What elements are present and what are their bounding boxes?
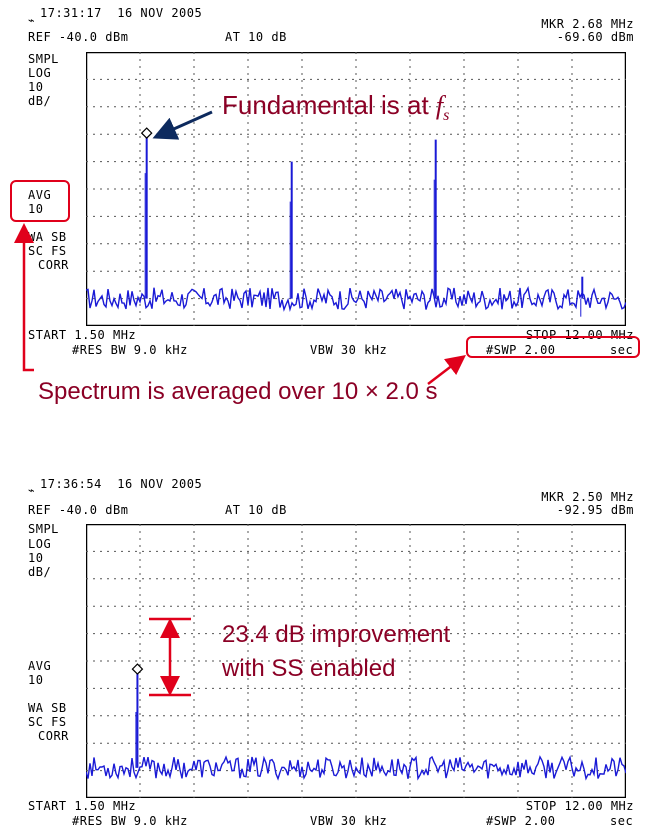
left-label-scale: LOG — [28, 66, 52, 80]
sweep-time: #SWP 2.00 — [486, 814, 556, 828]
annotation-arrows-1 — [13, 110, 466, 385]
left-label-sampling: SMPL — [28, 52, 59, 66]
start-frequency: START 1.50 MHz — [28, 799, 137, 813]
sweep-callout-arrow — [427, 354, 466, 385]
avg-highlight-box — [10, 180, 70, 222]
marker-diamond — [131, 663, 144, 675]
avg-value: 10 — [28, 202, 44, 216]
timestamp: 17:31:17 16 NOV 2005 — [40, 6, 203, 20]
marker-frequency: MKR 2.68 MHz — [541, 17, 634, 31]
stop-frequency: STOP 12.00 MHz — [525, 328, 634, 342]
left-label-scale-unit: dB/ — [28, 565, 52, 579]
fs-symbol: fs — [435, 91, 450, 125]
hp-logo-icon: ⌁ — [28, 14, 35, 27]
start-frequency: START 1.50 MHz — [28, 328, 137, 342]
mode-label-sc-fs: SC FS — [28, 715, 67, 729]
sweep-highlight-box — [466, 336, 640, 358]
fundamental-annotation-text: Fundamental is at — [222, 90, 429, 120]
stop-frequency: STOP 12.00 MHz — [525, 799, 634, 813]
mode-label-corr: CORR — [38, 729, 69, 743]
reference-level: REF -40.0 dBm — [28, 503, 129, 517]
resolution-bandwidth: #RES BW 9.0 kHz — [72, 814, 188, 828]
marker-frequency: MKR 2.50 MHz — [541, 490, 634, 504]
left-label-scale-unit: dB/ — [28, 94, 52, 108]
left-label-scale-value: 10 — [28, 80, 44, 94]
timestamp: 17:36:54 16 NOV 2005 — [40, 477, 203, 491]
mode-label-sc-fs: SC FS — [28, 244, 67, 258]
marker-diamond — [140, 127, 153, 139]
left-label-scale: LOG — [28, 537, 52, 551]
sweep-time-unit: sec — [610, 814, 634, 828]
hp-logo-icon: ⌁ — [28, 484, 35, 497]
spectrum-display-1 — [86, 52, 626, 326]
marker-level: -69.60 dBm — [556, 30, 634, 44]
spectrum-plot-1 — [86, 52, 626, 326]
fundamental-arrow — [152, 110, 213, 140]
improvement-bracket — [149, 617, 191, 697]
fundamental-annotation: Fundamental is at fs — [222, 90, 449, 125]
marker-level: -92.95 dBm — [556, 503, 634, 517]
resolution-bandwidth: #RES BW 9.0 kHz — [72, 343, 188, 357]
improvement-annotation-line2: with SS enabled — [222, 655, 396, 682]
attenuation: AT 10 dB — [225, 503, 287, 517]
reference-level: REF -40.0 dBm — [28, 30, 129, 44]
left-label-sampling: SMPL — [28, 522, 59, 536]
avg-callout-arrow — [13, 223, 34, 372]
spectrum-display-2 — [86, 524, 626, 798]
video-bandwidth: VBW 30 kHz — [310, 814, 388, 828]
improvement-annotation-line1: 23.4 dB improvement — [222, 621, 451, 648]
average-annotation: Spectrum is averaged over 10 × 2.0 s — [38, 378, 438, 405]
sweep-time-unit: sec — [610, 343, 634, 357]
noise-trace — [86, 285, 626, 313]
noise-trace — [86, 755, 626, 781]
mode-label-wa-sb: WA SB — [28, 701, 67, 715]
spectrum-plot-2 — [86, 524, 626, 798]
mode-label-corr: CORR — [38, 258, 69, 272]
attenuation: AT 10 dB — [225, 30, 287, 44]
avg-label: AVG — [28, 188, 52, 202]
avg-value: 10 — [28, 673, 44, 687]
sweep-time: #SWP 2.00 — [486, 343, 556, 357]
left-label-scale-value: 10 — [28, 551, 44, 565]
video-bandwidth: VBW 30 kHz — [310, 343, 388, 357]
avg-label: AVG — [28, 659, 52, 673]
